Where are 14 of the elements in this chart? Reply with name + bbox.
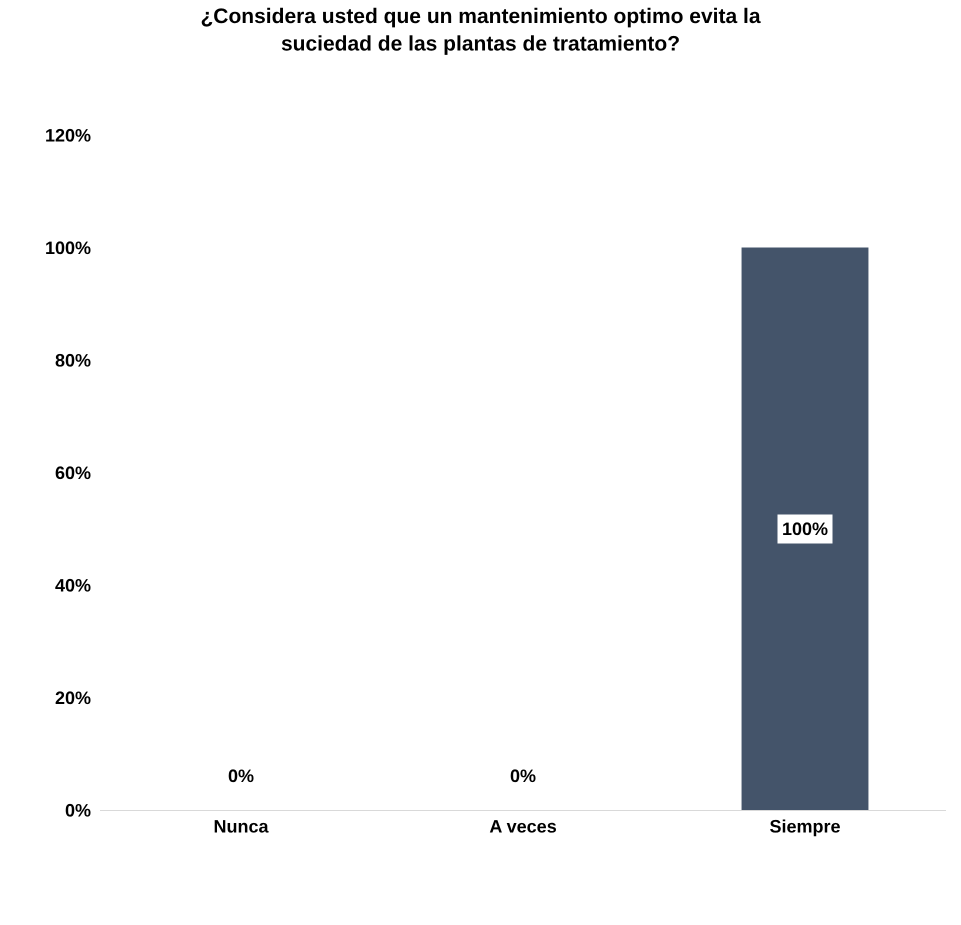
data-label: 100%: [782, 519, 828, 539]
y-tick-label: 40%: [54, 575, 91, 596]
y-tick-label: 20%: [54, 688, 91, 708]
x-tick-label: Nunca: [213, 816, 270, 837]
data-label: 0%: [228, 766, 254, 786]
y-tick-label: 80%: [54, 350, 91, 370]
y-tick-label: 0%: [64, 800, 91, 820]
data-label: 0%: [510, 766, 536, 786]
y-tick-label: 100%: [44, 238, 91, 258]
x-tick-label: A veces: [489, 816, 557, 837]
y-tick-label: 60%: [54, 462, 91, 483]
chart-title: ¿Considera usted que un mantenimiento optimo evita la suciedad de las plantas de tratamiento?: [200, 5, 761, 56]
x-tick-label: Siempre: [769, 816, 841, 837]
y-tick-label: 120%: [44, 125, 91, 146]
